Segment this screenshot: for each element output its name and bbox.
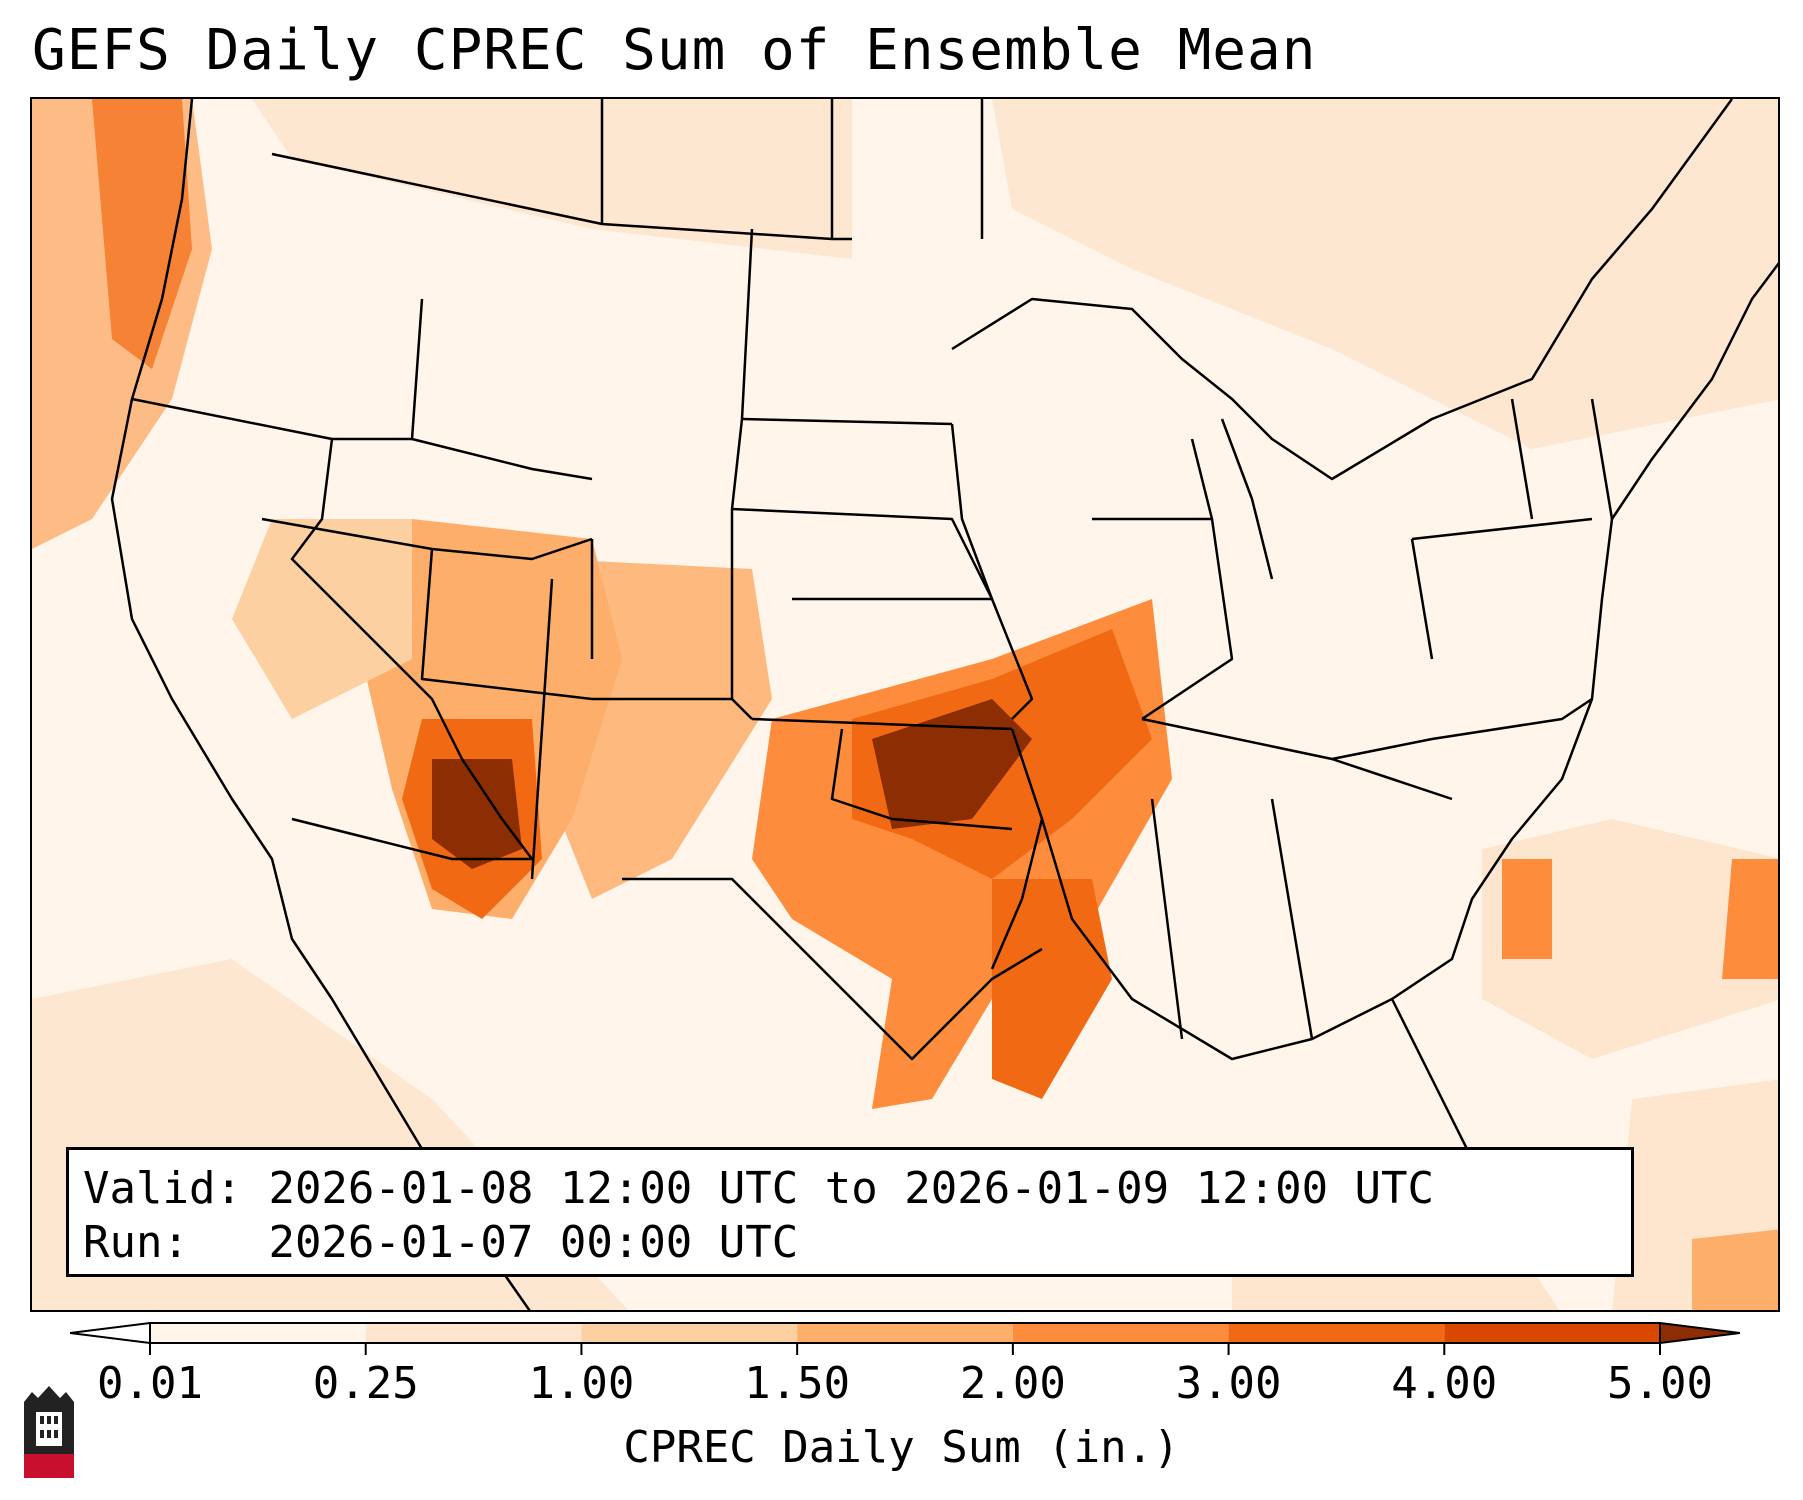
valid-line: Valid: 2026-01-08 12:00 UTC to 2026-01-0… — [83, 1162, 1617, 1216]
run-line: Run: 2026-01-07 00:00 UTC — [83, 1216, 1617, 1270]
colorbar-segment — [365, 1323, 582, 1343]
colorbar-segment — [797, 1323, 1013, 1343]
colorbar-label: CPREC Daily Sum (in.) — [623, 1422, 1180, 1473]
colorbar-segments — [70, 1321, 1740, 1345]
colorbar-segment — [1012, 1323, 1229, 1343]
colorbar-tick-label: 3.00 — [1175, 1358, 1282, 1409]
colorbar-outline — [149, 1322, 1661, 1344]
map-title: GEFS Daily CPREC Sum of Ensemble Mean — [32, 18, 1317, 83]
colorbar-tick-label: 0.01 — [97, 1358, 203, 1409]
precip-shading — [32, 99, 1778, 1310]
colorbar-extend-low — [70, 1321, 151, 1345]
valid-value: 2026-01-08 12:00 UTC to 2026-01-09 12:00… — [268, 1163, 1435, 1214]
colorbar-segment — [1444, 1323, 1660, 1343]
precip-map — [30, 97, 1780, 1312]
colorbar-tick-marks — [149, 1343, 1661, 1355]
colorbar-tick-labels: 0.01 0.25 1.00 1.50 2.00 3.00 4.00 5.00 — [0, 1358, 1803, 1418]
colorbar-tick-label: 4.00 — [1391, 1358, 1498, 1409]
run-value: 2026-01-07 00:00 UTC — [268, 1217, 799, 1268]
colorbar-tick-label: 1.00 — [528, 1358, 635, 1409]
run-label: Run: — [83, 1217, 189, 1268]
colorbar-tick-label: 0.25 — [312, 1358, 419, 1409]
valid-label: Valid: — [83, 1163, 242, 1214]
colorbar — [70, 1321, 1740, 1355]
colorbar-segment — [150, 1323, 366, 1343]
boundary-lines — [110, 99, 1778, 1310]
colorbar-extend-high — [1659, 1321, 1740, 1345]
colorbar-tick-label: 1.50 — [744, 1358, 851, 1409]
colorbar-segment — [581, 1323, 798, 1343]
colorbar-tick-label: 2.00 — [959, 1358, 1066, 1409]
valid-run-info-box: Valid: 2026-01-08 12:00 UTC to 2026-01-0… — [66, 1147, 1634, 1277]
precip-map-svg — [32, 99, 1778, 1310]
niu-logo — [24, 1386, 74, 1478]
colorbar-tick-label: 5.00 — [1607, 1358, 1713, 1409]
colorbar-segment — [1228, 1323, 1445, 1343]
